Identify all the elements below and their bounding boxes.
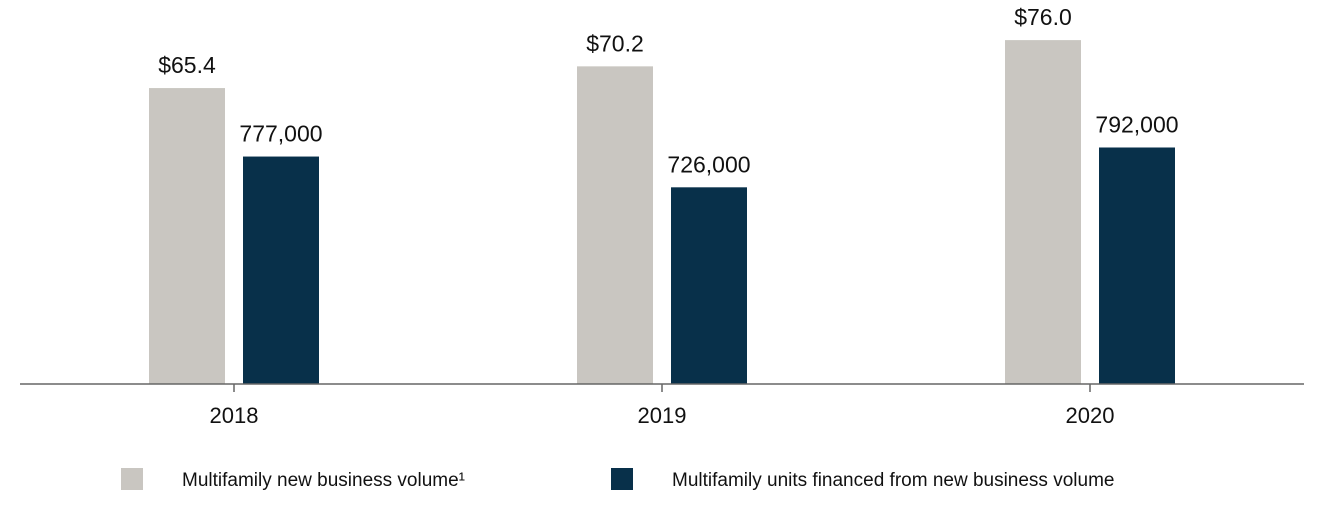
- bar: [577, 66, 653, 384]
- legend-swatch: [121, 468, 143, 490]
- legend-label: Multifamily units financed from new busi…: [672, 470, 1114, 491]
- legend-swatch: [611, 468, 633, 490]
- legend-label: Multifamily new business volume¹: [182, 470, 465, 491]
- bar: [149, 88, 225, 384]
- x-tick-label: 2020: [1066, 403, 1115, 428]
- value-label: $76.0: [1014, 4, 1072, 30]
- x-tick-label: 2018: [210, 403, 259, 428]
- bar: [243, 156, 319, 384]
- value-label: 792,000: [1095, 112, 1178, 138]
- value-label: 777,000: [239, 121, 322, 147]
- value-label: $70.2: [586, 30, 644, 56]
- x-tick-label: 2019: [638, 403, 687, 428]
- bar: [1005, 40, 1081, 384]
- value-label: $65.4: [158, 52, 216, 78]
- bar: [1099, 147, 1175, 384]
- value-label: 726,000: [667, 151, 750, 177]
- bar: [671, 187, 747, 384]
